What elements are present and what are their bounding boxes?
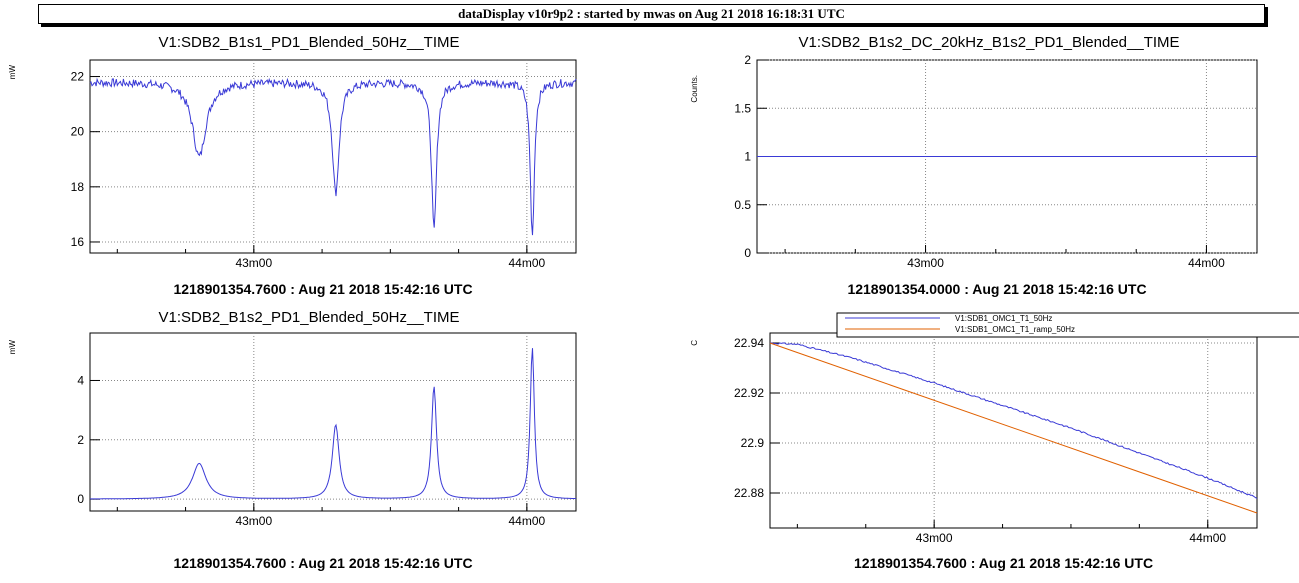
y-tick-label: 2 <box>77 433 84 447</box>
x-tick-label: 44m00 <box>509 256 546 270</box>
y-axis-label: C <box>690 340 699 346</box>
x-tick-label: 44m00 <box>1188 256 1225 270</box>
x-tick-label: 44m00 <box>1189 531 1226 545</box>
chart-footer: 1218901354.7600 : Aug 21 2018 15:42:16 U… <box>173 281 472 297</box>
y-axis-label: Counts. <box>690 75 699 103</box>
x-tick-label: 44m00 <box>509 514 546 528</box>
legend-label: V1:SDB1_OMC1_T1_50Hz <box>955 314 1052 323</box>
y-tick-label: 22 <box>71 70 85 84</box>
chart-title: V1:SDB2_B1s1_PD1_Blended_50Hz__TIME <box>158 34 459 51</box>
y-tick-label: 16 <box>71 235 85 249</box>
series-line <box>89 77 577 236</box>
x-tick-label: 43m00 <box>907 256 944 270</box>
y-tick-label: 22.88 <box>734 486 764 500</box>
plot-frame <box>89 59 577 254</box>
chart-footer: 1218901354.0000 : Aug 21 2018 15:42:16 U… <box>847 281 1146 297</box>
y-tick-label: 1 <box>744 150 751 164</box>
y-axis-label: mW <box>8 65 17 80</box>
y-axis-label: mW <box>8 340 17 355</box>
y-tick-label: 4 <box>77 373 84 387</box>
plot-frame <box>89 332 577 512</box>
plot-frame <box>769 332 1258 529</box>
y-tick-label: 18 <box>71 180 85 194</box>
y-tick-label: 0 <box>744 246 751 260</box>
y-tick-label: 1.5 <box>734 101 751 115</box>
y-tick-label: 22.92 <box>734 386 764 400</box>
x-tick-label: 43m00 <box>235 256 272 270</box>
chart-title: V1:SDB2_B1s2_PD1_Blended_50Hz__TIME <box>158 309 459 326</box>
y-tick-label: 2 <box>744 53 751 67</box>
chart-footer: 1218901354.7600 : Aug 21 2018 15:42:16 U… <box>173 555 472 571</box>
y-tick-label: 22.9 <box>741 436 765 450</box>
x-tick-label: 43m00 <box>916 531 953 545</box>
y-tick-label: 22.94 <box>734 336 764 350</box>
x-tick-label: 43m00 <box>235 514 272 528</box>
series-line <box>90 348 577 500</box>
series-line <box>769 342 1258 499</box>
y-tick-label: 20 <box>71 125 85 139</box>
chart-title: V1:SDB2_B1s2_DC_20kHz_B1s2_PD1_Blended__… <box>798 34 1179 51</box>
chart-footer: 1218901354.7600 : Aug 21 2018 15:42:16 U… <box>854 555 1153 571</box>
window-title: dataDisplay v10r9p2 : started by mwas on… <box>38 4 1265 24</box>
series-line <box>769 342 1258 514</box>
y-tick-label: 0 <box>77 492 84 506</box>
legend-label: V1:SDB1_OMC1_T1_ramp_50Hz <box>955 325 1075 334</box>
y-tick-label: 0.5 <box>734 198 751 212</box>
legend-box <box>836 312 1299 338</box>
